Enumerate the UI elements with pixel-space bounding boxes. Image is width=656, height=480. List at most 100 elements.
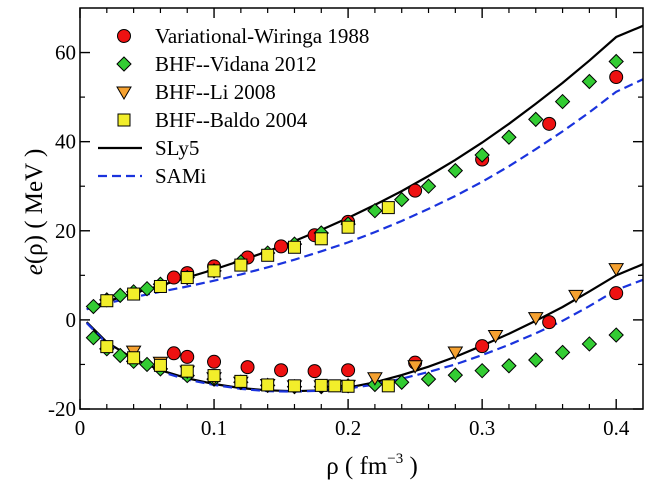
x-axis-label-close: ) [403, 453, 418, 480]
variational-wiringa-1988-point [207, 354, 222, 369]
bhf-baldo-2004-point [180, 271, 194, 285]
bhf-baldo-2004-point [261, 248, 275, 262]
bhf-baldo-2004-point [261, 378, 275, 392]
legend-item-bhf-li-2008: BHF--Li 2008 [116, 80, 276, 104]
legend-label: Variational-Wiringa 1988 [155, 24, 369, 48]
variational-wiringa-1988-point [166, 346, 181, 361]
bhf-vidana-2012-series [85, 53, 624, 395]
bhf-vidana-2012-point [420, 371, 437, 387]
legend-item-bhf-vidana-2012: BHF--Vidana 2012 [116, 52, 316, 76]
bhf-vidana-2012-point [367, 203, 383, 219]
bhf-vidana-2012-point [528, 111, 544, 128]
bhf-baldo-2004-point [207, 264, 221, 278]
sami-curve-upper [86, 78, 643, 311]
legend-item-sami: SAMi [98, 164, 207, 188]
bhf-vidana-2012-point [447, 162, 464, 179]
bhf-li-2008-point [367, 372, 383, 386]
variational-wiringa-1988-point [341, 363, 356, 378]
bhf-vidana-2012-point [608, 53, 624, 70]
bhf-baldo-2004-point [328, 379, 342, 393]
variational-wiringa-1988-point [609, 70, 624, 85]
y-axis-label: e(ρ) ( MeV ) [21, 149, 48, 276]
bhf-baldo-2004-point [127, 287, 141, 301]
bhf-vidana-2012-point [474, 362, 490, 379]
bhf-vidana-2012-point [112, 347, 128, 364]
bhf-vidana-2012-point [85, 298, 102, 315]
bhf-vidana-2012-point [501, 358, 517, 374]
bhf-baldo-2004-point [341, 379, 355, 393]
bhf-vidana-2012-point [528, 352, 544, 368]
bhf-baldo-2004-point [314, 232, 328, 246]
variational-wiringa-1988-point [408, 183, 423, 198]
variational-wiringa-1988-point [609, 286, 624, 301]
bhf-baldo-2004-point [100, 340, 114, 354]
legend-marker [117, 29, 131, 43]
legend-label: SAMi [155, 164, 207, 188]
legend-label: BHF--Baldo 2004 [155, 108, 308, 132]
bhf-baldo-2004-point [341, 220, 355, 234]
bhf-baldo-2004-point [234, 374, 248, 388]
legend-item-variational-wiringa-1988: Variational-Wiringa 1988 [117, 24, 369, 48]
bhf-vidana-2012-point [139, 280, 155, 297]
bhf-li-2008-point [447, 346, 464, 360]
legend-item-bhf-baldo-2004: BHF--Baldo 2004 [117, 108, 308, 132]
y-tick-label: 20 [55, 219, 76, 243]
bhf-vidana-2012-point [420, 178, 437, 194]
sly5-curve-lower [85, 263, 643, 393]
bhf-vidana-2012-point [554, 344, 571, 361]
bhf-vidana-2012-point [581, 336, 598, 352]
variational-wiringa-1988-point [542, 116, 557, 131]
bhf-baldo-2004-point [287, 240, 301, 254]
y-axis-label-rest: (ρ) ( MeV ) [21, 149, 48, 264]
bhf-vidana-2012-point [394, 374, 410, 390]
legend-label: SLy5 [155, 136, 199, 160]
bhf-vidana-2012-point [554, 93, 571, 110]
bhf-vidana-2012-point [447, 367, 464, 383]
y-tick-label: 60 [55, 41, 76, 65]
sami-curve-lower [85, 278, 643, 393]
variational-wiringa-1988-point [475, 339, 490, 354]
bhf-li-2008-point [608, 263, 625, 277]
bhf-vidana-2012-point [139, 356, 155, 373]
plot-frame [79, 7, 644, 410]
variational-wiringa-1988-point [166, 270, 181, 285]
legend-marker [117, 113, 131, 127]
legend-item-sly5: SLy5 [98, 136, 199, 160]
bhf-vidana-2012-point [608, 327, 624, 343]
bhf-vidana-2012-point [501, 129, 517, 145]
variational-wiringa-1988-point [240, 360, 255, 375]
y-tick-label: -20 [48, 397, 76, 421]
bhf-li-2008-point [568, 289, 584, 304]
bhf-baldo-2004-point [314, 378, 328, 392]
bhf-baldo-2004-point [100, 294, 114, 308]
x-axis-label: ρ ( fm−3 ) [326, 451, 418, 480]
legend: Variational-Wiringa 1988 BHF--Vidana 2012… [98, 24, 369, 188]
y-tick-label: 0 [66, 308, 77, 332]
bhf-baldo-2004-point [127, 351, 141, 365]
y-axis-label-italic: e [21, 264, 48, 275]
legend-marker [116, 86, 132, 100]
x-tick-label: 0.3 [469, 416, 495, 440]
bhf-baldo-2004-point [207, 369, 221, 383]
x-axis-label-exponent: −3 [387, 451, 403, 467]
bhf-baldo-2004-series [100, 201, 395, 393]
bhf-baldo-2004-point [381, 201, 395, 215]
variational-wiringa-1988-point [180, 349, 195, 364]
bhf-vidana-2012-point [581, 73, 598, 90]
bhf-baldo-2004-point [287, 379, 301, 393]
x-tick-label: 0.4 [603, 416, 630, 440]
bhf-vidana-2012-point [112, 287, 128, 304]
variational-wiringa-1988-point [542, 315, 557, 330]
legend-label: BHF--Li 2008 [155, 80, 276, 104]
legend-marker [116, 56, 132, 72]
x-tick-label: 0 [75, 416, 86, 440]
variational-wiringa-1988-point [307, 364, 322, 379]
x-axis-label-base: ρ ( fm [326, 453, 388, 480]
variational-wiringa-1988-point [274, 363, 289, 378]
axes [79, 7, 644, 410]
bhf-li-2008-point [407, 360, 423, 374]
bhf-vidana-2012-point [474, 147, 490, 163]
bhf-baldo-2004-point [153, 279, 167, 293]
